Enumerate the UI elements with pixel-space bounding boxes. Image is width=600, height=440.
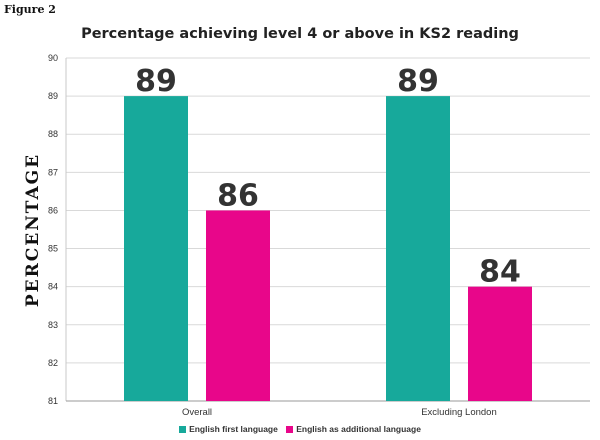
- label-layer: 81 82 83 84 85 86 87 88 89 90 89 86 Overall 89 84 Exclu…: [48, 53, 521, 418]
- data-label: 89: [397, 64, 439, 99]
- y-tick-label: 81: [48, 396, 58, 406]
- chart-title: Percentage achieving level 4 or above in…: [81, 26, 519, 42]
- bar-layer: [124, 96, 532, 401]
- y-tick-label: 89: [48, 91, 58, 101]
- y-tick-label: 83: [48, 320, 58, 330]
- legend-swatch-series-1: [179, 426, 187, 433]
- data-label: 86: [217, 178, 259, 213]
- bar: [468, 286, 532, 401]
- y-tick-label: 84: [48, 282, 58, 292]
- legend-swatch-series-2: [286, 426, 294, 433]
- legend-label-series-2: English as additional language: [296, 424, 421, 434]
- legend-item-series-2: English as additional language: [286, 424, 421, 434]
- x-category-label: Overall: [182, 407, 212, 418]
- figure-label: Figure 2: [4, 3, 56, 16]
- bar: [386, 96, 450, 401]
- y-axis-label: PERCENTAGE: [23, 153, 43, 307]
- bar: [206, 210, 270, 401]
- y-tick-label: 86: [48, 205, 58, 215]
- x-category-label: Excluding London: [421, 407, 497, 418]
- data-label: 89: [135, 64, 177, 99]
- y-tick-label: 87: [48, 167, 58, 177]
- legend-item-series-1: English first language: [179, 424, 278, 434]
- bar: [124, 96, 188, 401]
- y-tick-label: 88: [48, 129, 58, 139]
- y-tick-label: 90: [48, 53, 58, 63]
- data-label: 84: [479, 255, 521, 290]
- legend: English first language English as additi…: [0, 424, 600, 434]
- y-tick-label: 85: [48, 244, 58, 254]
- legend-label-series-1: English first language: [189, 424, 278, 434]
- y-tick-label: 82: [48, 358, 58, 368]
